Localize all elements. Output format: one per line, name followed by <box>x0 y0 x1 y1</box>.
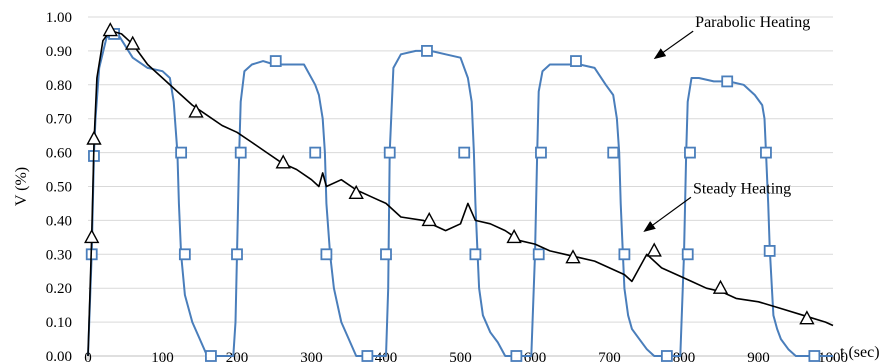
x-tick-label: 500 <box>449 350 472 363</box>
square-marker <box>763 245 776 257</box>
x-tick-label: 100 <box>151 350 174 363</box>
series-parabolic <box>85 28 833 362</box>
square-marker <box>570 55 582 67</box>
square-marker <box>383 146 396 159</box>
square-marker <box>684 146 696 159</box>
y-tick-labels: 0.00 0.10 0.20 0.30 0.40 0.50 0.60 0.70 0.80 0.90… <box>46 10 72 363</box>
y-tick-label: 0.30 <box>46 247 72 263</box>
x-tick-label: 600 <box>524 350 547 363</box>
triangle-marker <box>348 184 364 200</box>
square-marker <box>380 248 392 261</box>
square-marker <box>178 248 191 261</box>
square-marker <box>660 350 673 362</box>
y-tick-label: 0.60 <box>46 146 72 162</box>
square-marker <box>361 350 374 362</box>
annotation-arrow <box>643 196 692 232</box>
triangle-marker <box>712 279 729 294</box>
square-marker <box>535 146 547 159</box>
annotation-arrow <box>653 30 694 60</box>
x-axis-title: t (sec) <box>840 344 880 361</box>
square-marker <box>269 55 282 67</box>
triangle-marker <box>86 130 102 145</box>
triangle-marker <box>275 154 291 169</box>
y-tick-label: 1.00 <box>46 10 72 26</box>
x-tick-label: 0 <box>84 350 92 363</box>
square-marker <box>320 248 333 261</box>
x-tick-label: 800 <box>673 350 696 363</box>
square-marker <box>205 350 217 362</box>
square-marker <box>458 146 471 159</box>
triangle-marker <box>84 228 100 244</box>
square-marker <box>421 45 433 57</box>
square-marker <box>469 248 482 261</box>
square-marker <box>808 350 821 362</box>
square-marker <box>607 146 620 159</box>
triangle-marker <box>188 103 204 118</box>
square-marker <box>618 248 631 261</box>
x-tick-label: 900 <box>747 350 770 363</box>
gridlines <box>88 16 833 323</box>
annotation-label: Steady Heating <box>693 180 791 197</box>
square-marker <box>681 248 694 261</box>
x-tick-label: 700 <box>598 350 621 363</box>
triangle-marker <box>565 249 581 264</box>
square-marker <box>309 146 322 159</box>
series-layer <box>84 22 834 362</box>
annotation-label: Parabolic Heating <box>695 14 810 31</box>
y-tick-label: 0.80 <box>46 78 72 94</box>
y-tick-label: 0.50 <box>46 180 72 196</box>
triangle-marker <box>506 228 522 244</box>
triangle-marker <box>102 22 118 37</box>
triangle-marker <box>421 211 437 227</box>
y-tick-label: 0.20 <box>46 281 72 297</box>
y-axis-title: V (%) <box>13 167 30 206</box>
y-tick-label: 0.10 <box>46 315 72 331</box>
square-marker <box>175 146 188 159</box>
square-marker <box>532 248 545 261</box>
x-tick-label: 300 <box>300 350 323 363</box>
square-marker <box>510 350 523 362</box>
square-marker <box>721 75 734 88</box>
triangle-marker <box>125 35 141 50</box>
square-marker <box>234 146 247 159</box>
triangle-marker <box>646 242 662 257</box>
square-marker <box>231 248 243 261</box>
square-marker <box>760 146 772 159</box>
triangle-marker <box>799 310 815 325</box>
x-tick-labels: 0 100 200 300 400 500 600 700 800 900 1000 <box>84 350 848 363</box>
y-tick-label: 0.70 <box>46 112 72 128</box>
y-tick-label: 0.40 <box>46 213 72 229</box>
annotations: Parabolic Heating Steady Heating <box>643 14 810 232</box>
series-steady <box>84 22 834 357</box>
series-line <box>87 29 834 357</box>
y-tick-label: 0.00 <box>46 349 72 363</box>
x-tick-label: 200 <box>226 350 249 363</box>
y-tick-label: 0.90 <box>46 44 72 60</box>
